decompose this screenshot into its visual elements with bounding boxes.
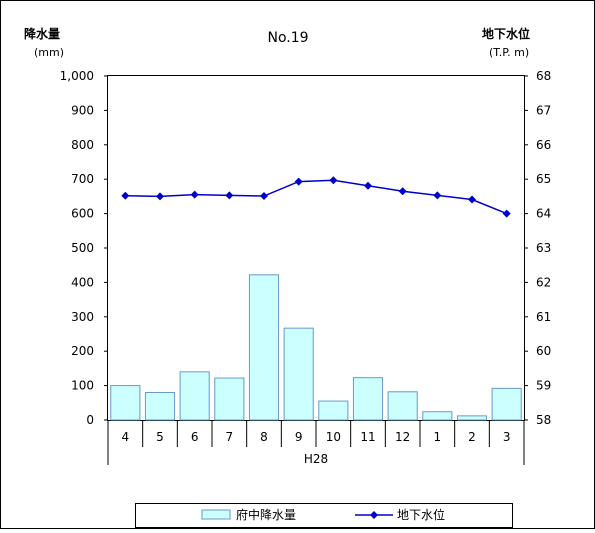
right-tick-label: 59 <box>536 379 551 393</box>
line-point <box>433 191 442 200</box>
right-tick-label: 66 <box>536 138 551 152</box>
x-tick-label: 9 <box>295 430 303 444</box>
right-tick-label: 58 <box>536 413 551 427</box>
legend-box <box>135 503 513 528</box>
x-tick-label: 3 <box>503 430 511 444</box>
x-tick-label: 8 <box>260 430 268 444</box>
line-point <box>398 187 407 196</box>
right-tick-label: 60 <box>536 344 551 358</box>
left-tick-label: 600 <box>71 207 94 221</box>
left-tick-label: 100 <box>71 379 94 393</box>
right-axis-label: 地下水位 <box>482 26 530 41</box>
line-point <box>190 190 199 199</box>
left-tick-label: 900 <box>71 103 94 117</box>
line-point <box>225 191 234 200</box>
line-point <box>329 176 338 185</box>
right-axis-unit: (T.P. m) <box>489 46 529 59</box>
line-point <box>156 192 164 201</box>
left-tick-label: 300 <box>71 310 94 324</box>
chart-title: No.19 <box>267 30 308 46</box>
left-axis: 0 100 200 300 400 500 600 700 800 900 1,000 <box>60 69 108 427</box>
line-point <box>468 195 476 204</box>
legend-line-marker <box>370 511 378 519</box>
bar <box>318 400 349 421</box>
line-point <box>502 209 511 218</box>
bar-series <box>110 274 522 421</box>
line-point <box>260 192 268 201</box>
right-axis: 58 59 60 61 62 63 64 65 66 67 68 <box>524 69 551 427</box>
right-tick-label: 61 <box>536 310 551 324</box>
bar <box>456 415 488 421</box>
right-tick-label: 62 <box>536 275 551 289</box>
x-axis: 4 5 6 7 8 9 10 11 12 1 2 3 <box>107 420 525 465</box>
left-axis-label: 降水量 <box>24 26 60 41</box>
left-tick-label: 200 <box>71 344 94 358</box>
line-point <box>364 181 372 190</box>
x-tick-label: 12 <box>395 430 410 444</box>
legend-bar-label: 府中降水量 <box>236 507 296 522</box>
right-tick-label: 64 <box>536 207 551 221</box>
x-tick-label: 11 <box>360 430 375 444</box>
right-tick-label: 67 <box>536 103 551 117</box>
left-axis-unit: (mm) <box>34 46 64 59</box>
bar <box>248 274 280 421</box>
bar <box>387 391 418 421</box>
x-tick-label: 10 <box>326 430 341 444</box>
left-tick-label: 400 <box>71 275 94 289</box>
line-series <box>121 176 511 218</box>
left-tick-label: 1,000 <box>60 69 94 83</box>
line-point <box>294 177 303 186</box>
bar <box>422 411 453 421</box>
bar <box>214 377 245 421</box>
plot-area <box>107 75 525 421</box>
x-tick-label: 4 <box>122 430 130 444</box>
groundwater-line <box>125 179 507 215</box>
x-tick-label: 2 <box>468 430 476 444</box>
bar <box>491 387 522 421</box>
x-group-label: H28 <box>304 452 328 466</box>
legend-line-label: 地下水位 <box>397 507 445 522</box>
right-tick-label: 63 <box>536 241 551 255</box>
bar <box>352 377 384 421</box>
x-tick-label: 5 <box>156 430 164 444</box>
legend-bar-swatch <box>201 509 231 520</box>
bar <box>144 391 176 421</box>
right-tick-label: 68 <box>536 69 551 83</box>
x-tick-label: 7 <box>226 430 234 444</box>
x-tick-label: 1 <box>434 430 442 444</box>
line-point <box>121 191 130 200</box>
left-tick-label: 700 <box>71 172 94 186</box>
bar <box>283 327 314 421</box>
bar <box>179 371 210 421</box>
left-tick-label: 0 <box>86 413 94 427</box>
left-tick-label: 800 <box>71 138 94 152</box>
left-tick-label: 500 <box>71 241 94 255</box>
bar <box>110 385 141 421</box>
legend: 府中降水量 地下水位 <box>135 503 513 528</box>
right-tick-label: 65 <box>536 172 551 186</box>
x-tick-label: 6 <box>191 430 199 444</box>
